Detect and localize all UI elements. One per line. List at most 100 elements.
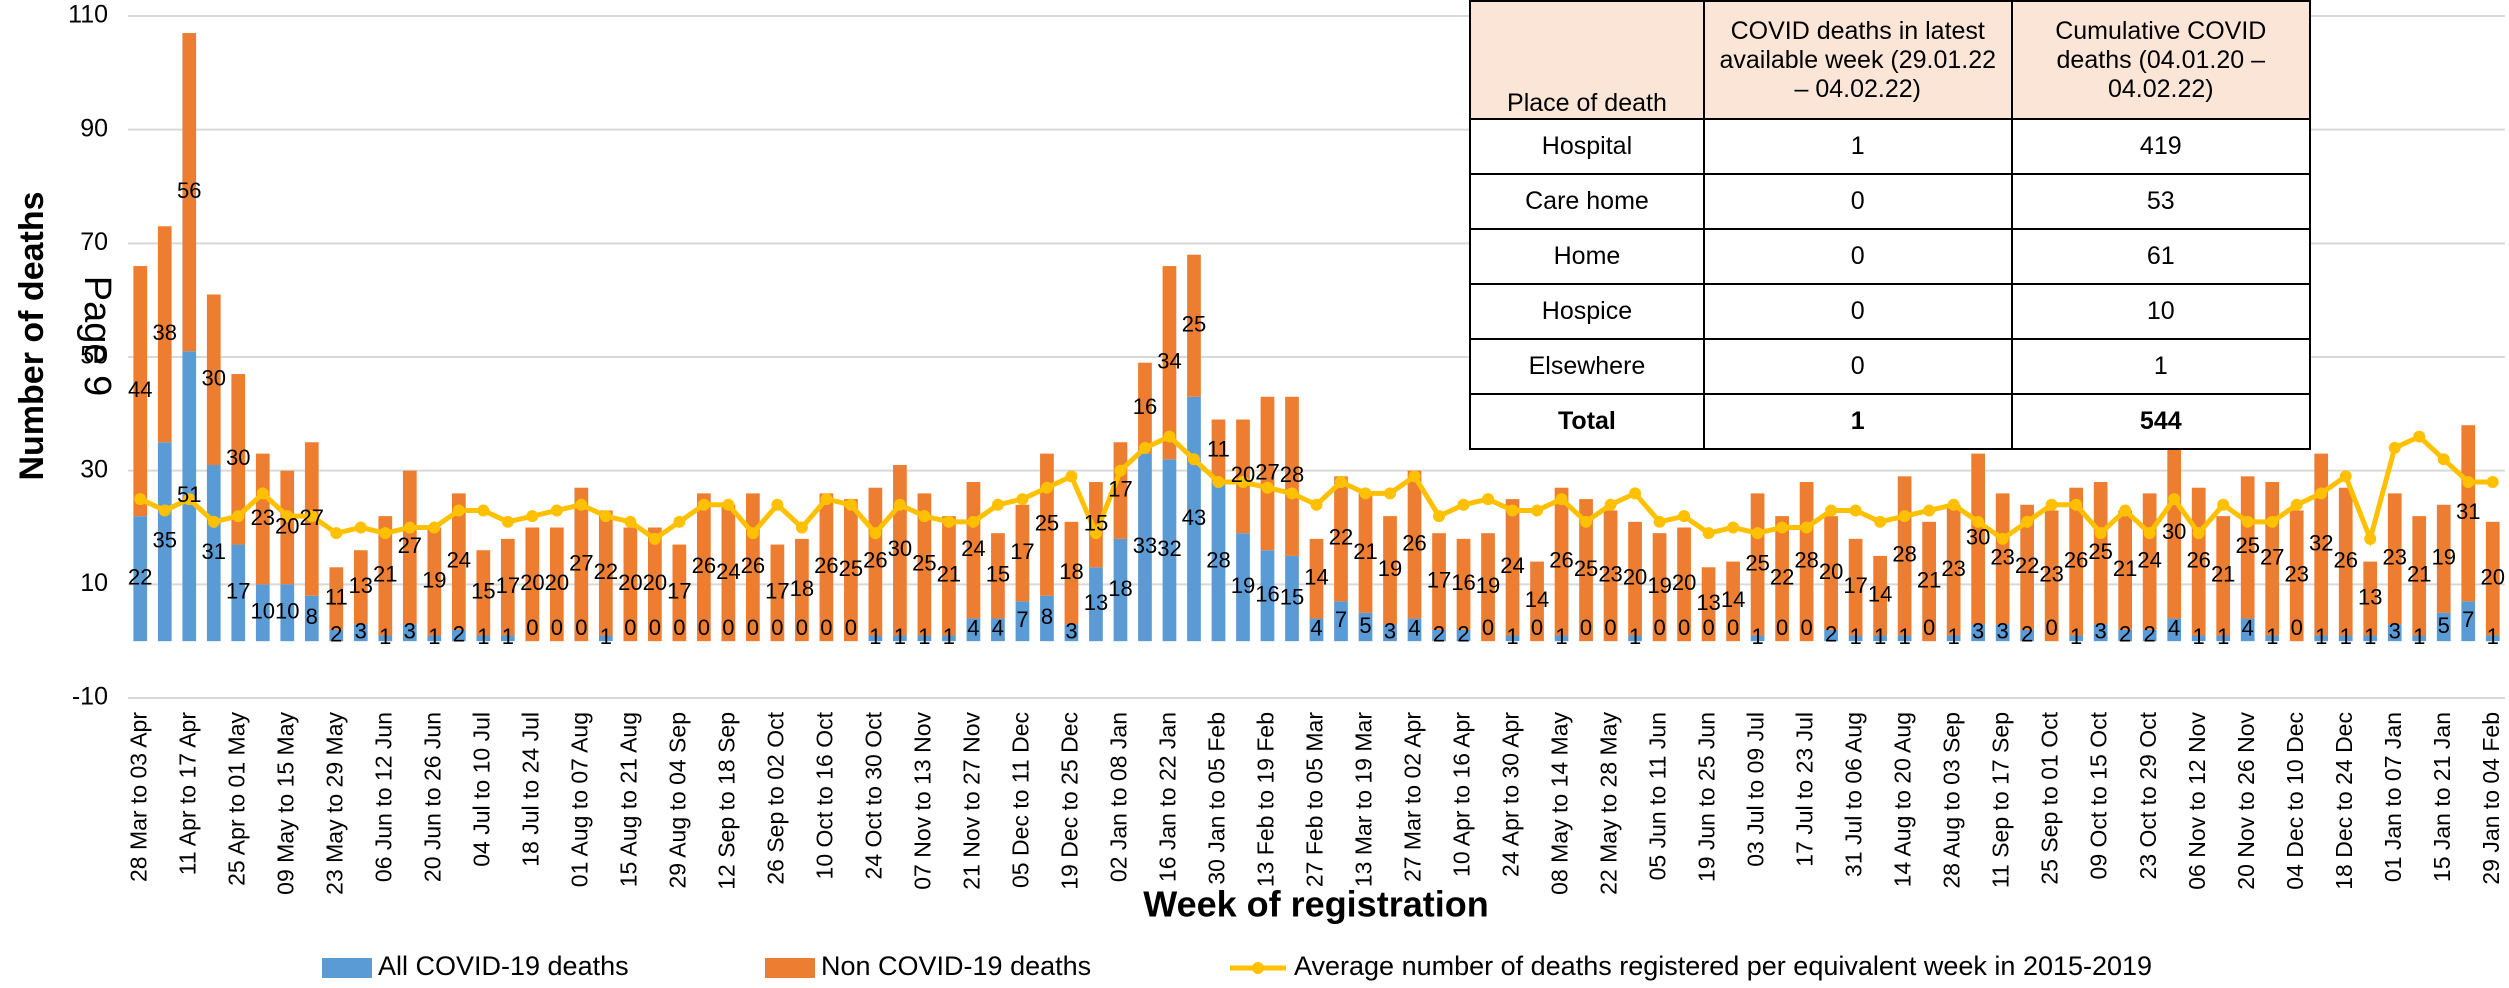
data-label: 14 [1525,587,1549,612]
bar-segment [1383,624,1397,642]
line-marker [2143,527,2156,540]
bar-segment [353,624,368,642]
line-marker [2192,527,2205,540]
x-tick-label: 15 Jan to 21 Jan [2429,712,2455,882]
x-tick-label: 18 Jul to 24 Jul [517,712,543,867]
data-label: 21 [2113,556,2137,581]
line-marker [967,515,980,528]
bar-segment [1236,533,1250,642]
x-tick-label: 26 Sep to 02 Oct [762,711,788,884]
data-label: 1 [600,624,612,649]
bar-segment [2461,425,2476,602]
data-label: 17 [1108,476,1132,501]
line-marker [1751,527,1764,540]
data-label: 30 [1966,525,1990,550]
data-label: 8 [1041,604,1053,629]
bar-segment [1138,453,1152,642]
x-tick-label: 23 Oct to 29 Oct [2135,711,2161,879]
bar-segment [647,527,662,642]
data-label: 19 [1647,573,1671,598]
x-tick-label: 02 Jan to 08 Jan [1106,712,1132,882]
line-marker [1849,504,1862,517]
data-label: 20 [1672,570,1696,595]
bar-segment [157,226,172,443]
data-label: 22 [128,564,152,589]
data-label: 0 [796,615,808,640]
data-label: 0 [649,615,661,640]
x-tick-label: 01 Jan to 07 Jan [2380,712,2406,882]
line-marker [2413,430,2426,443]
line-marker [501,515,514,528]
line-marker [1212,476,1225,489]
bar-segment [500,635,515,642]
bar-segment [255,584,270,642]
line-marker [1359,487,1372,500]
line-marker [1310,498,1323,511]
table-cell: Hospital [1469,118,1705,175]
bar-segment [1358,612,1373,642]
x-tick-label: 05 Jun to 11 Jun [1645,712,1671,880]
data-label: 26 [741,553,765,578]
data-label: 2 [1825,621,1837,646]
data-label: 25 [2235,533,2259,558]
y-tick-label: 90 [80,114,108,142]
bar-segment [1554,487,1569,636]
bar-segment [819,493,834,642]
line-marker [1629,487,1642,500]
bar-segment [2069,635,2084,642]
x-tick-label: 08 May to 14 May [1547,712,1573,895]
data-label: 31 [2456,499,2480,524]
x-tick-label: 21 Nov to 27 Nov [959,712,985,890]
x-tick-label: 14 Aug to 20 Aug [1890,712,1916,887]
line-marker [1089,527,1102,540]
data-label: 3 [1972,618,1984,643]
data-label: 1 [1874,624,1886,649]
data-label: 44 [128,377,152,402]
line-marker [2364,532,2377,545]
line-marker [1531,504,1544,517]
data-label: 17 [1843,573,1867,598]
x-tick-label: 04 Jul to 10 Jul [468,712,494,867]
bar-segment [2069,487,2084,636]
data-label: 0 [526,615,538,640]
bar-segment [2240,618,2255,642]
data-label: 1 [1948,624,1960,649]
bar-segment [844,499,858,642]
data-label: 22 [594,559,618,584]
bar-segment [2044,510,2059,642]
line-marker [1898,510,1911,523]
data-label: 2 [1457,621,1469,646]
line [139,433,2493,547]
data-label: 2 [2021,621,2033,646]
data-label: 3 [1065,618,1077,643]
x-tick-label: 13 Feb to 19 Feb [1253,712,1279,887]
data-label: 1 [2413,624,2425,649]
data-label: 0 [845,615,857,640]
bar-segment [1040,595,1054,642]
bar-segment [1211,482,1226,642]
data-label: 25 [1182,312,1206,337]
data-label: 17 [496,573,520,598]
bar-segment [1481,533,1495,642]
y-tick-label: -10 [72,683,108,711]
bar-segment [942,516,956,636]
data-label: 1 [2217,624,2229,649]
x-tick-label: 10 Oct to 16 Oct [811,711,837,879]
data-label: 20 [1623,564,1647,589]
y-tick-label: 30 [80,455,108,483]
line-marker [575,498,588,511]
data-label: 0 [771,615,783,640]
data-label: 21 [2211,562,2235,587]
x-tick-label: 24 Oct to 30 Oct [860,711,886,879]
bar-segment [2216,635,2231,642]
data-label: 2 [453,621,465,646]
data-label: 28 [1206,547,1230,572]
line-marker [1384,487,1397,500]
bar-segment [574,487,589,642]
data-label: 1 [1506,624,1518,649]
data-label: 20 [643,570,667,595]
x-tick-label: 15 Aug to 21 Aug [615,712,641,887]
line-marker [550,504,563,517]
line-marker [1800,521,1813,534]
table-cell: 10 [2010,283,2312,340]
